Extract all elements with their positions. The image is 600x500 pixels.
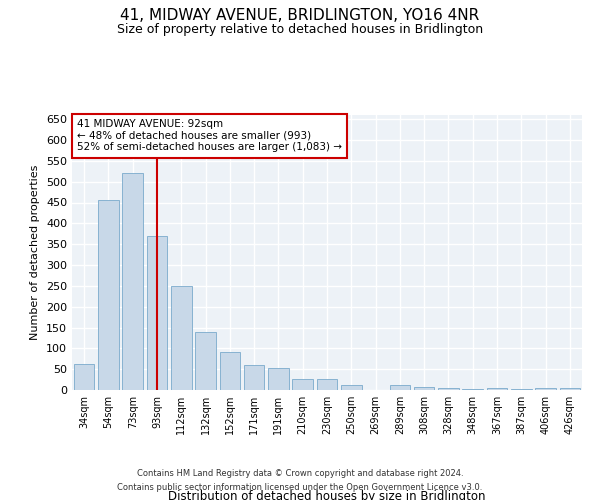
Text: Size of property relative to detached houses in Bridlington: Size of property relative to detached ho… [117, 22, 483, 36]
Bar [171, 286, 191, 390]
Bar [74, 364, 94, 390]
Bar [122, 172, 143, 390]
X-axis label: Distribution of detached houses by size in Bridlington: Distribution of detached houses by size … [168, 490, 486, 500]
Bar [341, 386, 362, 390]
Bar [535, 388, 556, 390]
Bar [244, 364, 265, 390]
Y-axis label: Number of detached properties: Number of detached properties [31, 165, 40, 340]
Text: Contains HM Land Registry data © Crown copyright and database right 2024.: Contains HM Land Registry data © Crown c… [137, 468, 463, 477]
Bar [414, 387, 434, 390]
Bar [195, 332, 216, 390]
Bar [220, 352, 240, 390]
Bar [146, 236, 167, 390]
Text: 41, MIDWAY AVENUE, BRIDLINGTON, YO16 4NR: 41, MIDWAY AVENUE, BRIDLINGTON, YO16 4NR [121, 8, 479, 22]
Bar [317, 379, 337, 390]
Bar [487, 388, 508, 390]
Text: Contains public sector information licensed under the Open Government Licence v3: Contains public sector information licen… [118, 484, 482, 492]
Bar [560, 388, 580, 390]
Bar [98, 200, 119, 390]
Bar [438, 388, 459, 390]
Bar [511, 389, 532, 390]
Bar [292, 379, 313, 390]
Text: 41 MIDWAY AVENUE: 92sqm
← 48% of detached houses are smaller (993)
52% of semi-d: 41 MIDWAY AVENUE: 92sqm ← 48% of detache… [77, 119, 342, 152]
Bar [463, 389, 483, 390]
Bar [389, 386, 410, 390]
Bar [268, 368, 289, 390]
